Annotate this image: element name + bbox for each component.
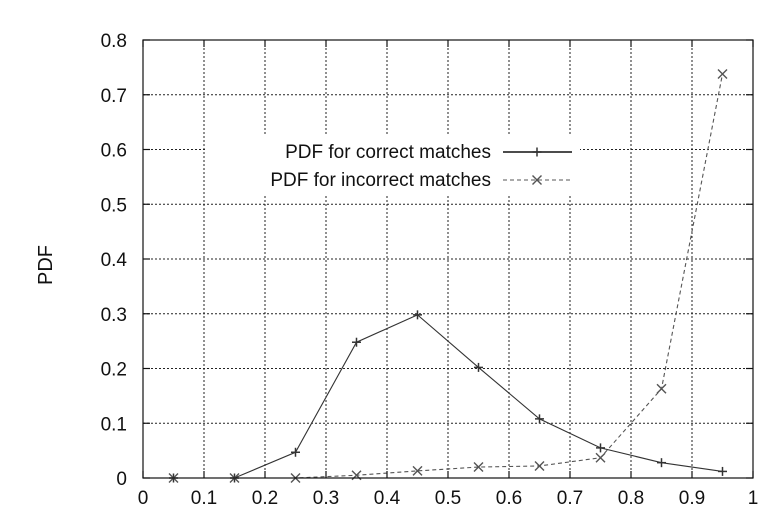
legend-swatch-incorrect — [503, 175, 572, 185]
data-point-marker — [595, 452, 606, 463]
y-tick-label: 0 — [116, 469, 127, 490]
series-layer — [168, 68, 728, 483]
x-tick-labels: 0 0.1 0.2 0.3 0.4 0.5 0.6 0.7 0.8 0.9 1 — [138, 488, 759, 509]
y-tick-label: 0.3 — [101, 305, 127, 326]
y-tick-label: 0.8 — [101, 31, 127, 52]
legend-label-incorrect: PDF for incorrect matches — [270, 170, 491, 191]
y-tick-label: 0.7 — [101, 86, 127, 107]
legend-swatch-correct — [503, 147, 572, 157]
y-tick-label: 0.4 — [101, 250, 128, 271]
axis-ticks — [142, 39, 754, 479]
x-tick-label: 1 — [748, 488, 759, 509]
data-point-marker — [534, 460, 545, 471]
x-tick-label: 0.1 — [191, 488, 217, 509]
legend-label-correct: PDF for correct matches — [285, 142, 491, 163]
x-tick-label: 0.9 — [679, 488, 705, 509]
x-tick-label: 0.5 — [435, 488, 461, 509]
legend-marker — [532, 175, 542, 185]
y-axis-label: PDF — [35, 245, 57, 285]
x-tick-label: 0.8 — [618, 488, 644, 509]
x-tick-label: 0.3 — [313, 488, 339, 509]
x-tick-label: 0.4 — [374, 488, 401, 509]
y-tick-label: 0.5 — [101, 195, 127, 216]
y-tick-labels: 0 0.1 0.2 0.3 0.4 0.5 0.6 0.7 0.8 — [101, 31, 128, 490]
grid-lines — [143, 40, 753, 478]
y-tick-label: 0.2 — [101, 360, 127, 381]
x-tick-label: 0.7 — [557, 488, 583, 509]
legend-background — [205, 135, 580, 195]
data-point-marker — [656, 383, 667, 394]
data-point-marker — [717, 68, 728, 79]
x-tick-label: 0 — [138, 488, 149, 509]
x-tick-label: 0.6 — [496, 488, 522, 509]
y-tick-label: 0.1 — [101, 414, 127, 435]
data-point-marker — [473, 462, 484, 473]
legend: PDF for correct matches PDF for incorrec… — [205, 135, 580, 195]
series-line — [173, 314, 723, 479]
data-point-marker — [412, 465, 423, 476]
x-tick-label: 0.2 — [252, 488, 278, 509]
y-tick-label: 0.6 — [101, 141, 127, 162]
